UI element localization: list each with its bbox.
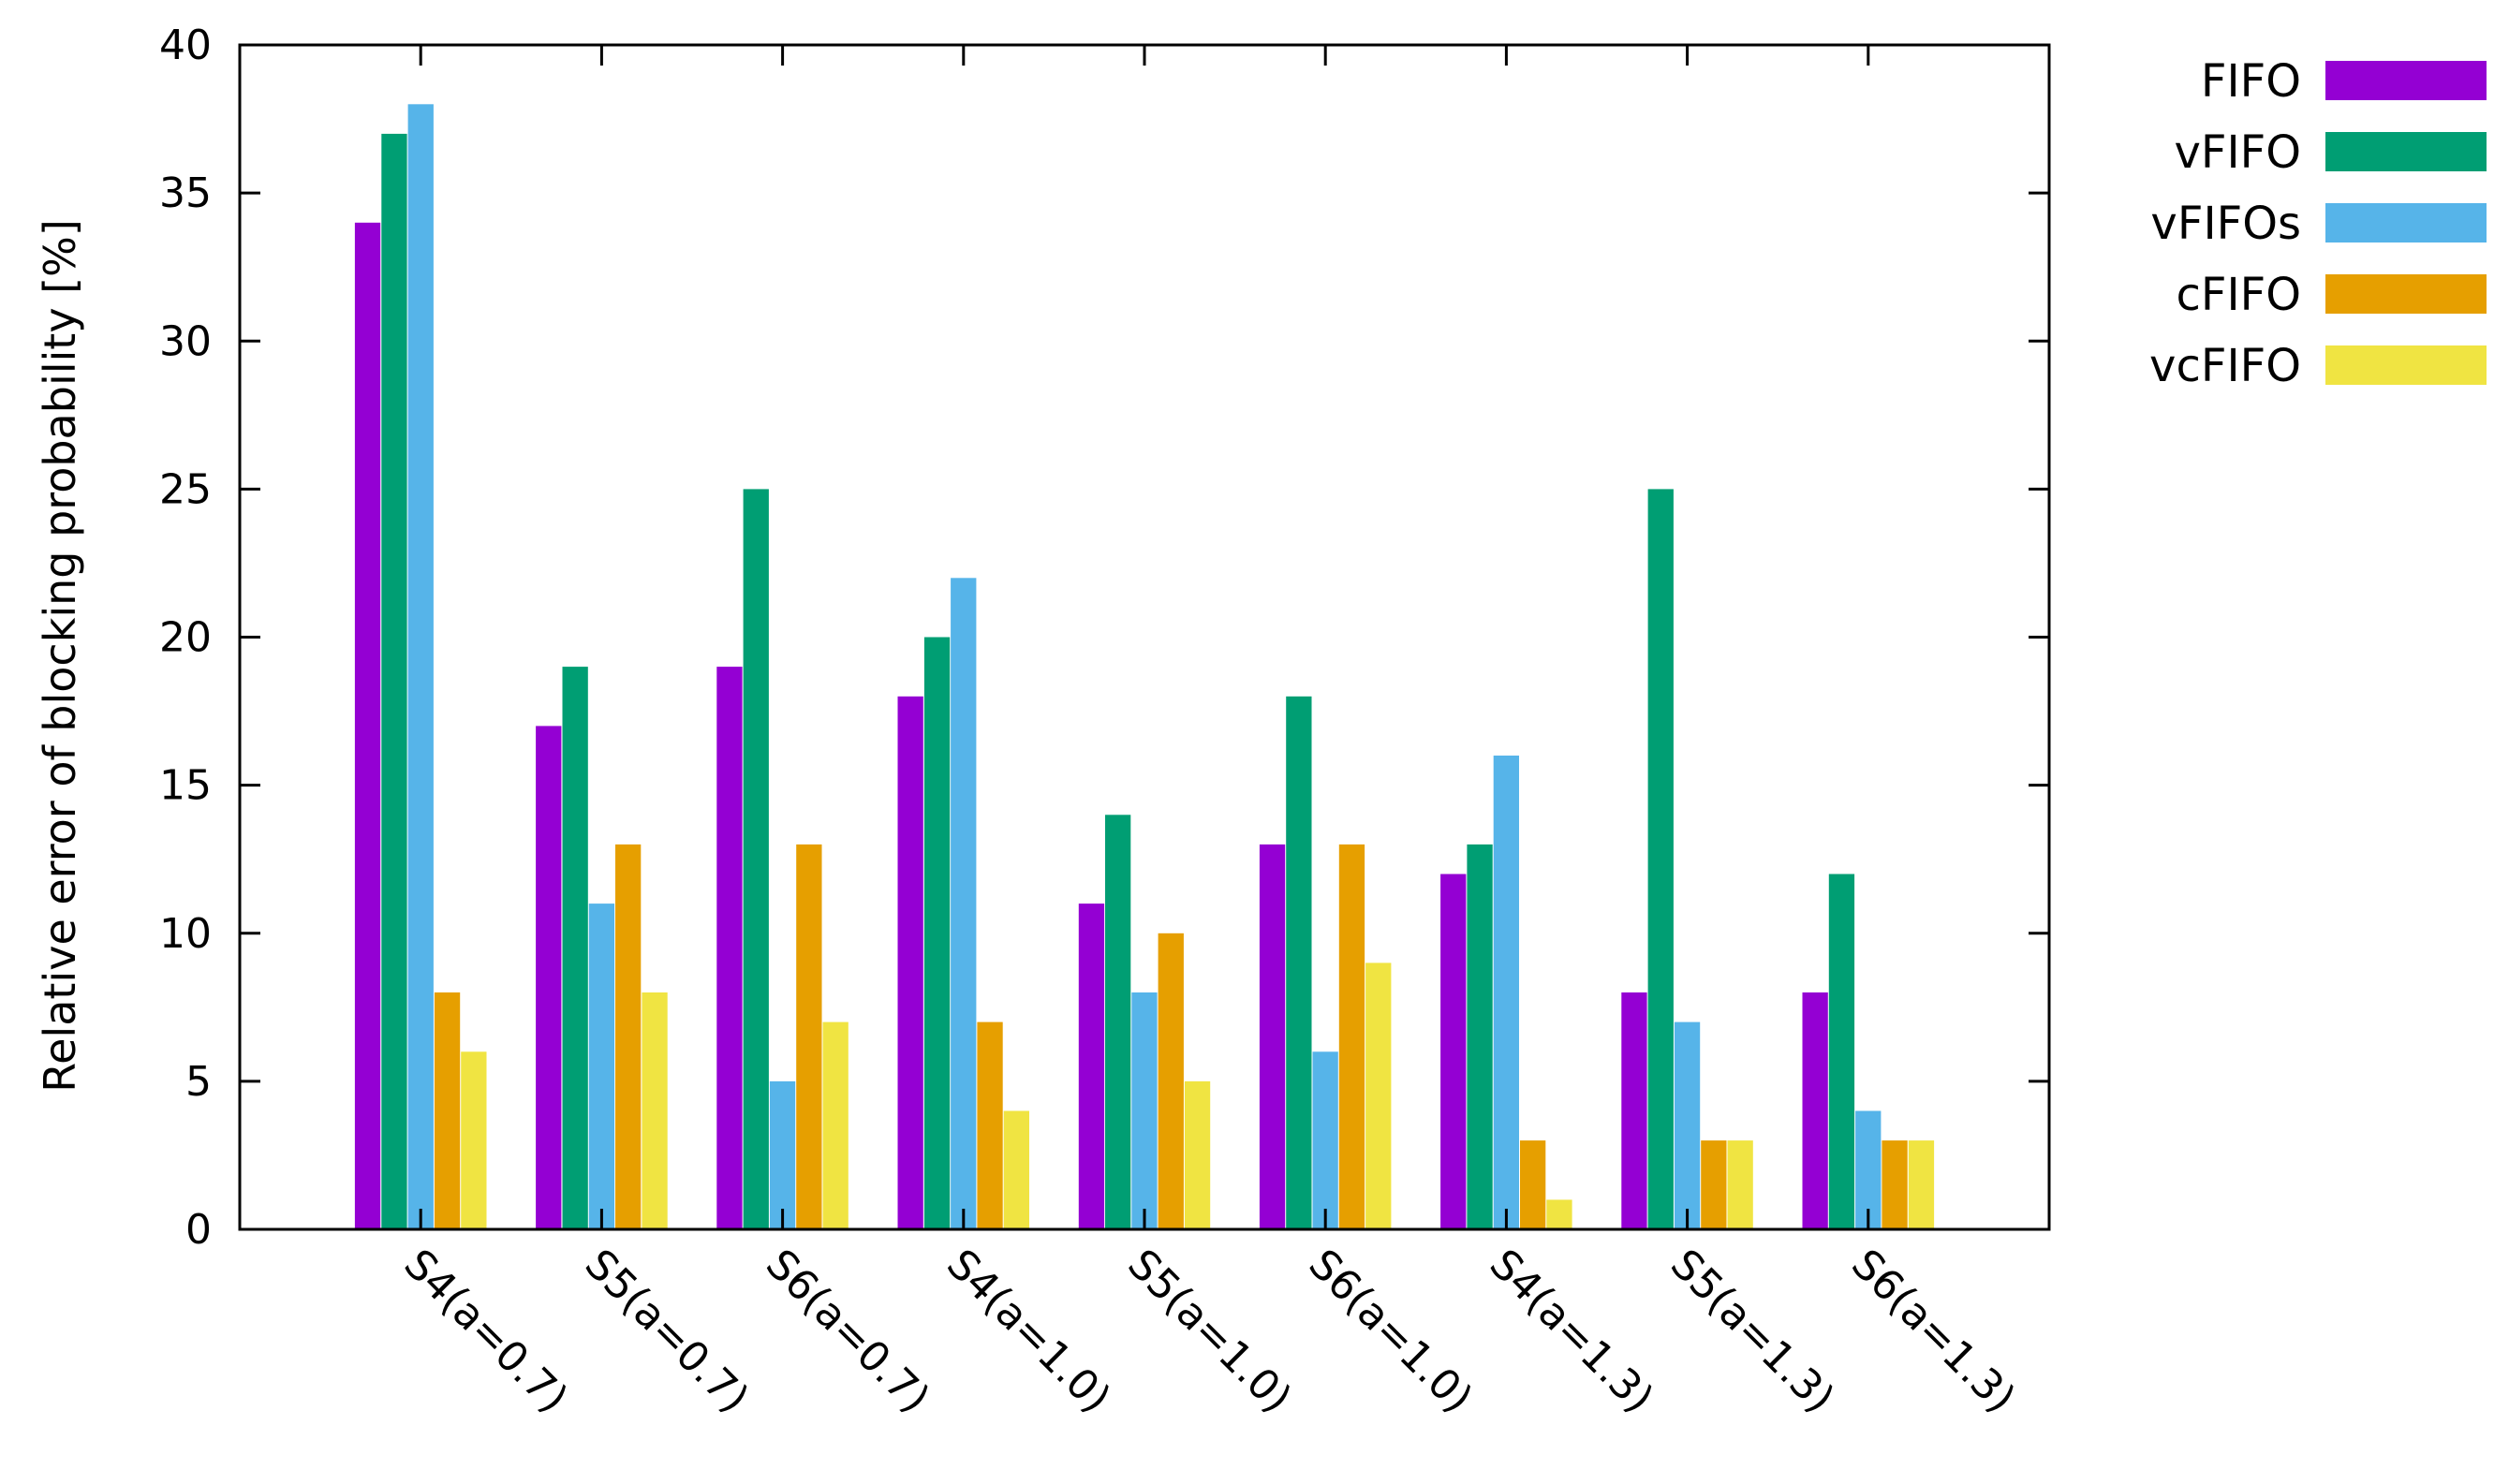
bar-vfifos-3: [769, 1080, 796, 1229]
y-tick-label: 0: [185, 1206, 212, 1254]
bar-fifo-7: [1440, 874, 1467, 1229]
bar-vfifos-4: [951, 578, 977, 1230]
legend-swatch-cfifo: [2325, 274, 2487, 314]
y-tick-label: 10: [159, 910, 212, 958]
bar-vfifo-8: [1647, 489, 1674, 1229]
bar-vfifo-5: [1105, 815, 1131, 1230]
y-tick-label: 25: [159, 465, 212, 513]
y-axis-title: Relative error of blocking probability […: [35, 219, 85, 1093]
bar-vfifos-5: [1131, 992, 1158, 1229]
bar-fifo-3: [716, 667, 743, 1229]
bar-vcfifo-8: [1727, 1140, 1753, 1229]
bar-cfifo-1: [434, 992, 461, 1229]
legend: FIFO vFIFO vFIFOs cFIFO vcFIFO: [2149, 55, 2487, 392]
bar-vfifos-7: [1493, 756, 1519, 1229]
bar-vcfifo-2: [642, 992, 668, 1229]
x-tick-label: S5(a=0.7): [576, 1241, 758, 1422]
bar-vcfifo-5: [1184, 1080, 1211, 1229]
x-tick-label: S6(a=0.7): [757, 1241, 938, 1422]
legend-swatch-fifo: [2325, 61, 2487, 100]
bar-cfifo-2: [615, 844, 642, 1229]
bar-vcfifo-3: [822, 1021, 849, 1229]
bar-vfifo-4: [923, 637, 951, 1229]
x-tick-label: S6(a=1.3): [1842, 1241, 2024, 1422]
bar-fifo-4: [897, 696, 923, 1230]
bar-cfifo-5: [1158, 933, 1184, 1230]
x-tick-label: S5(a=1.0): [1118, 1241, 1300, 1422]
bars-layer: [354, 104, 1935, 1230]
bar-vfifo-2: [562, 667, 588, 1229]
bar-vfifo-3: [743, 489, 769, 1229]
bar-vfifo-6: [1286, 696, 1312, 1230]
bar-vcfifo-4: [1003, 1110, 1029, 1229]
bar-vcfifo-1: [461, 1051, 487, 1230]
bar-vcfifo-6: [1365, 962, 1392, 1229]
bar-vcfifo-7: [1546, 1199, 1572, 1229]
y-tick-label: 35: [159, 169, 212, 217]
legend-label-vcfifo: vcFIFO: [2149, 340, 2301, 392]
bar-vfifos-1: [407, 104, 434, 1230]
legend-swatch-vcfifo: [2325, 345, 2487, 385]
bar-cfifo-6: [1338, 844, 1365, 1229]
legend-label-cfifo: cFIFO: [2176, 269, 2301, 321]
bar-vfifos-2: [588, 904, 615, 1229]
bar-vfifo-1: [381, 133, 407, 1229]
y-tick-label: 15: [159, 762, 212, 810]
y-tick-label: 20: [159, 614, 212, 662]
bar-fifo-9: [1802, 992, 1828, 1229]
x-tick-label: S4(a=1.0): [937, 1241, 1119, 1422]
x-tick-label: S4(a=1.3): [1481, 1241, 1662, 1422]
bar-fifo-8: [1621, 992, 1647, 1229]
x-tick-label: S6(a=1.0): [1299, 1241, 1481, 1422]
legend-label-vfifos: vFIFOs: [2150, 198, 2301, 250]
bar-fifo-1: [354, 222, 381, 1230]
legend-label-fifo: FIFO: [2201, 55, 2301, 108]
bar-vfifo-9: [1828, 874, 1855, 1229]
y-tick-label: 5: [185, 1058, 212, 1106]
bar-cfifo-4: [977, 1021, 1003, 1229]
x-tick-label: S4(a=0.7): [394, 1241, 576, 1422]
bar-fifo-2: [536, 726, 562, 1229]
bar-cfifo-3: [796, 844, 822, 1229]
bar-fifo-6: [1259, 844, 1286, 1229]
legend-label-vfifo: vFIFO: [2174, 126, 2301, 179]
bar-vfifo-7: [1467, 844, 1493, 1229]
y-axis: 0 5 10 15 20 25 30 35 40: [159, 22, 2049, 1254]
bar-vfifos-6: [1312, 1051, 1338, 1230]
bar-cfifo-7: [1520, 1140, 1546, 1229]
bar-vcfifo-9: [1908, 1140, 1935, 1229]
legend-swatch-vfifo: [2325, 132, 2487, 171]
legend-swatch-vfifos: [2325, 203, 2487, 242]
x-tick-label: S5(a=1.3): [1661, 1241, 1843, 1422]
bar-cfifo-9: [1882, 1140, 1908, 1229]
y-tick-label: 40: [159, 22, 212, 69]
bar-cfifo-8: [1701, 1140, 1727, 1229]
bar-vfifos-8: [1674, 1021, 1701, 1229]
y-tick-label: 30: [159, 317, 212, 365]
bar-fifo-5: [1078, 904, 1105, 1229]
